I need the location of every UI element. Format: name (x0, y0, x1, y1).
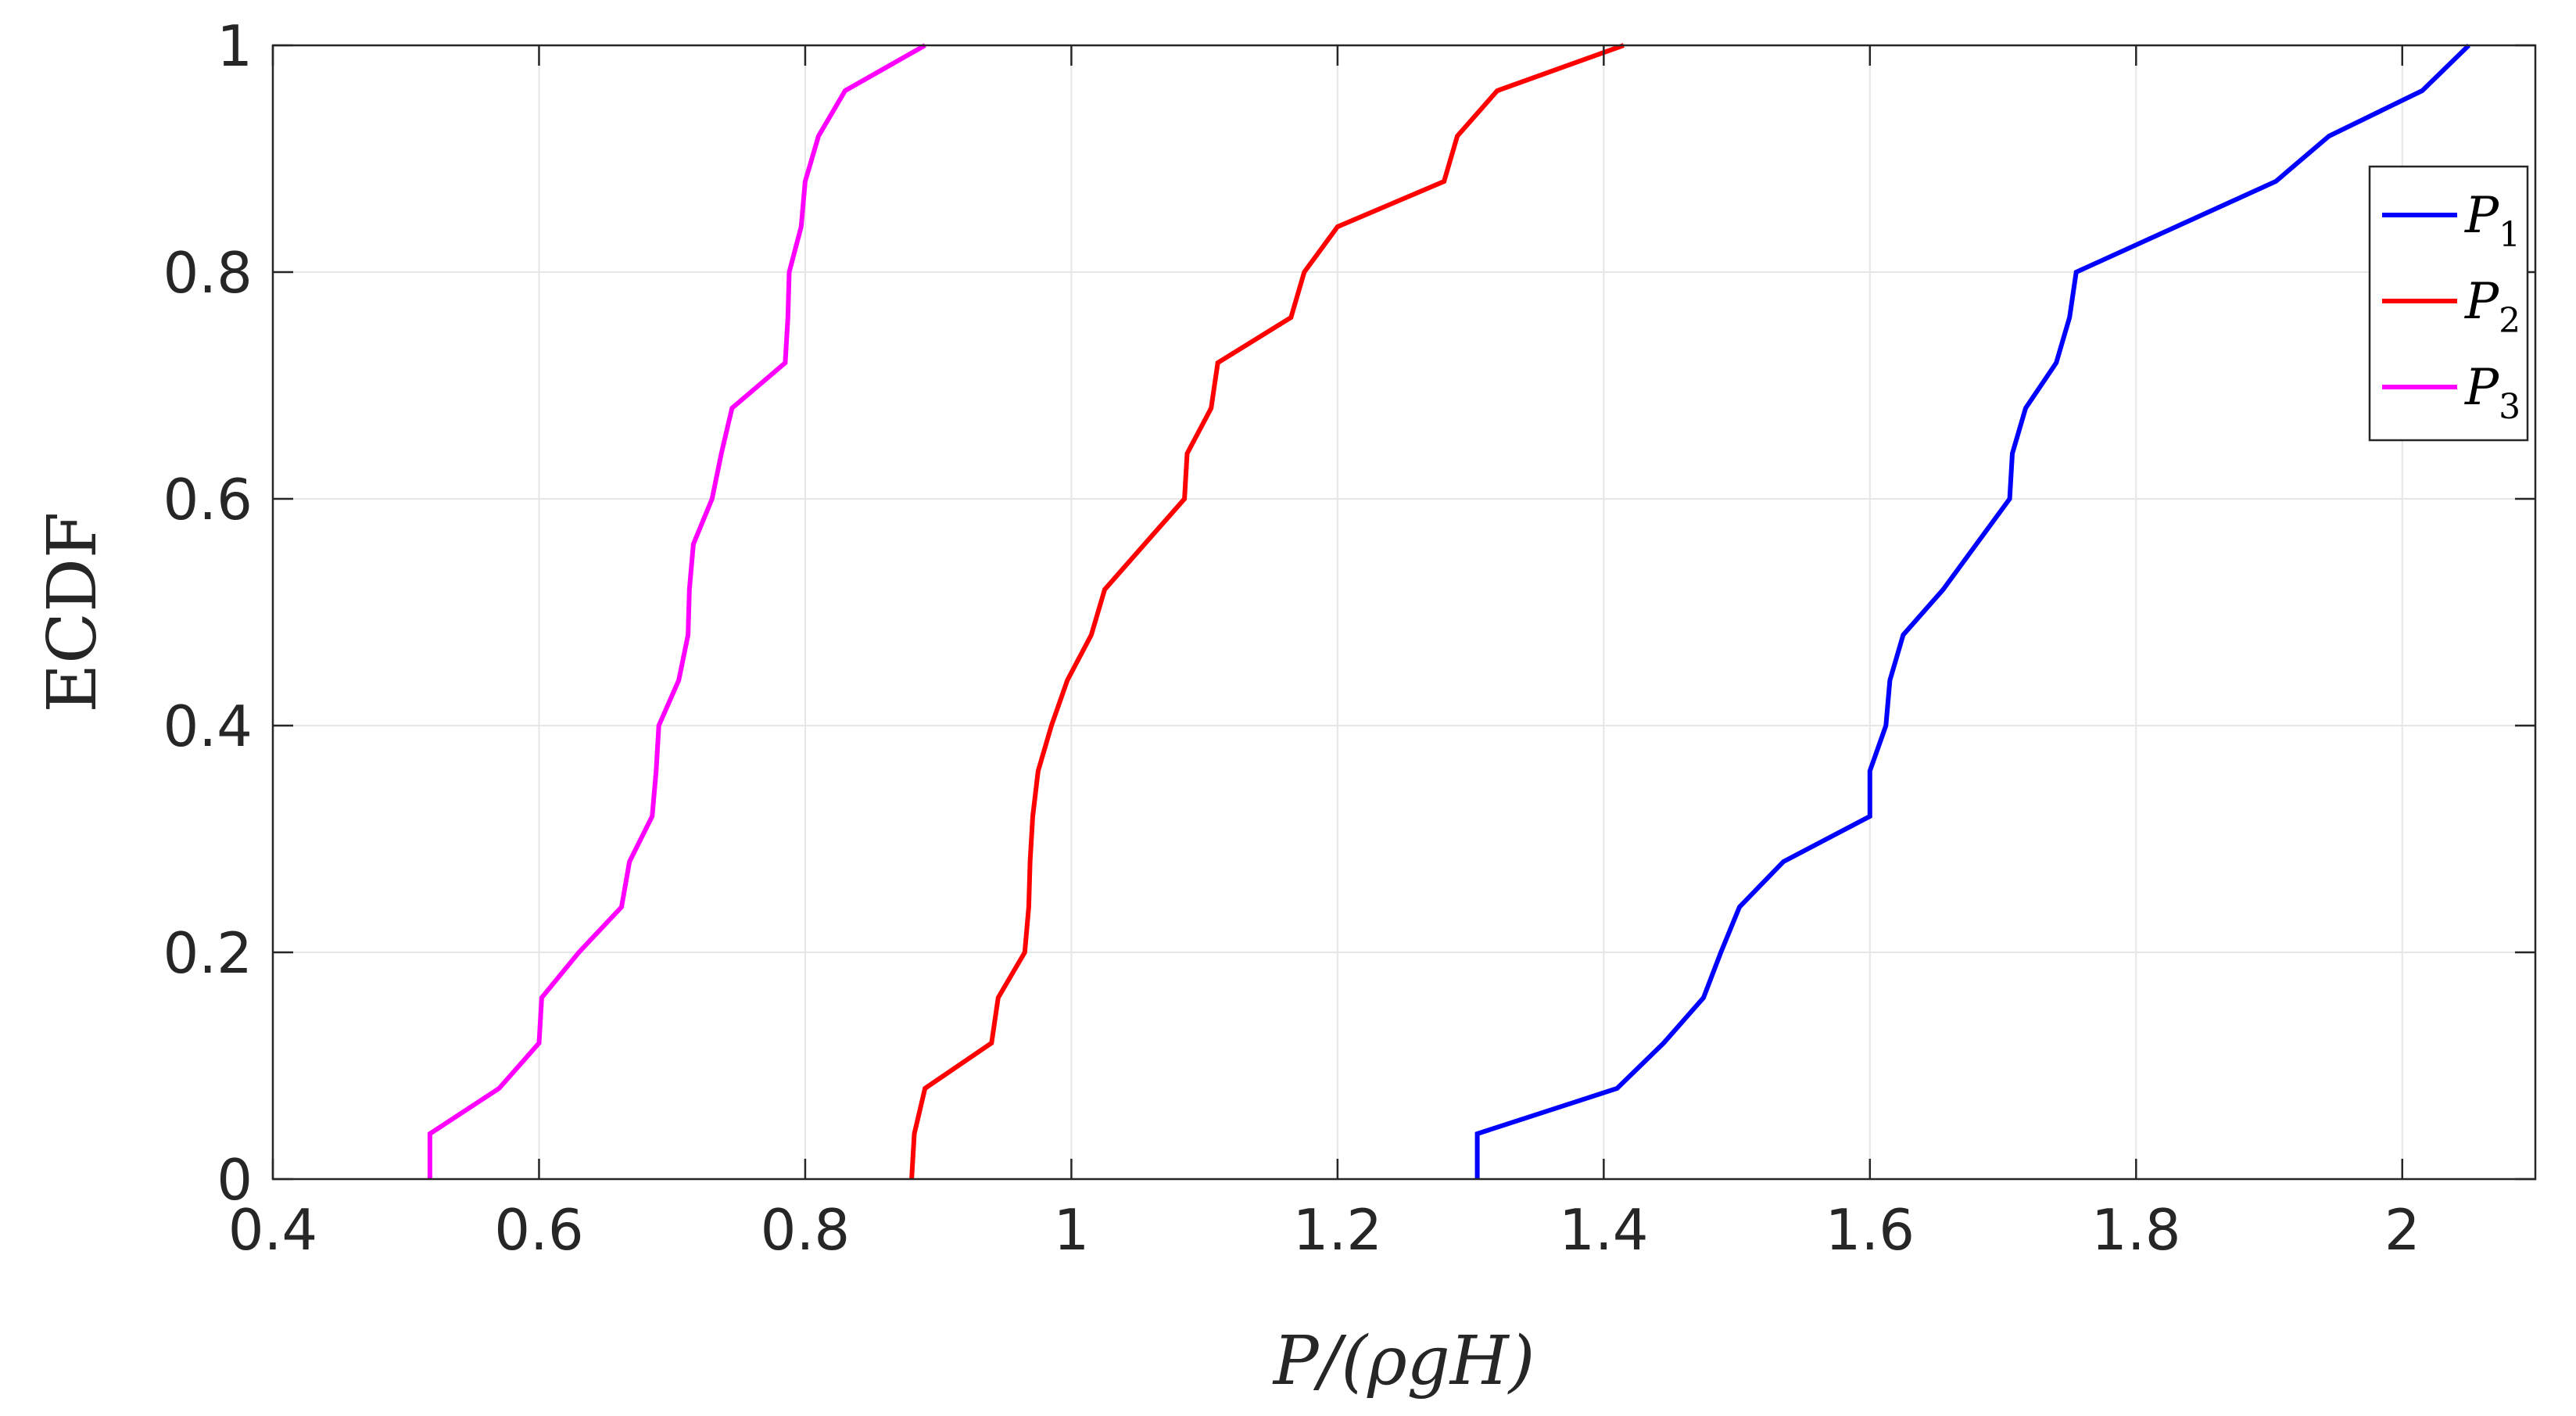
legend-label-subscript: 1 (2499, 215, 2520, 255)
legend-label: P1 (2464, 187, 2520, 255)
plot-frame (271, 44, 2537, 1181)
x-tick-label: 1.2 (1293, 1197, 1383, 1263)
series-line-p2 (909, 43, 1625, 1180)
y-tick-label: 0.8 (163, 240, 253, 306)
x-tick-label: 2 (2384, 1197, 2420, 1263)
legend-label: P3 (2464, 359, 2520, 427)
series-line-p1 (1474, 43, 2470, 1179)
legend-label-subscript: 3 (2499, 387, 2520, 427)
tick-labels: 0.4 0.6 0.8 1 1.2 1.4 1.6 1.8 2 0 0.2 0.4 0.6 0.8 1 (163, 13, 2420, 1263)
x-tick-label: 0.8 (761, 1197, 851, 1263)
y-tick-label: 0 (217, 1147, 253, 1213)
y-tick-label: 1 (217, 13, 253, 79)
legend-label-base: P (2464, 359, 2499, 417)
x-tick-label: 1.6 (1825, 1197, 1915, 1263)
y-axis-label: ECDF (34, 511, 112, 712)
legend-label-base: P (2464, 187, 2499, 245)
series-layer (427, 43, 2470, 1180)
x-axis-label: P/(ρgH) (1272, 1322, 1535, 1400)
series-line-p3 (427, 43, 926, 1179)
x-tick-label: 0.6 (494, 1197, 584, 1263)
legend-label: P2 (2464, 273, 2520, 341)
y-tick-label: 0.4 (163, 694, 253, 759)
ticks (271, 44, 2535, 1181)
y-tick-label: 0.6 (163, 467, 253, 532)
x-tick-label: 1.8 (2091, 1197, 2181, 1263)
x-tick-label: 0.4 (228, 1197, 318, 1263)
x-tick-label: 1 (1054, 1197, 1090, 1263)
y-tick-label: 0.2 (163, 920, 253, 986)
legend-label-base: P (2464, 273, 2499, 331)
legend-label-subscript: 2 (2499, 301, 2520, 341)
x-tick-label: 1.4 (1559, 1197, 1649, 1263)
